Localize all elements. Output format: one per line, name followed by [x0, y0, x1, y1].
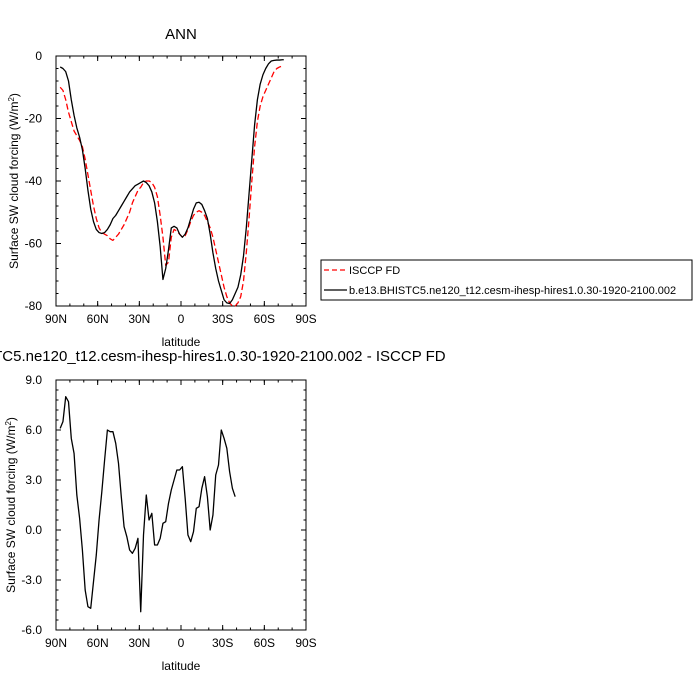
top-series-lines	[59, 59, 285, 307]
legend: ISCCP FD b.e13.BHISTC5.ne120_t12.cesm-ih…	[320, 259, 693, 301]
bottom-y-axis-label-tail: )	[4, 417, 18, 421]
top-x-tick-label: 30S	[212, 312, 233, 326]
bottom-y-tick-label: 0.0	[25, 523, 42, 537]
bottom-x-tick-label: 30S	[212, 636, 233, 650]
top-x-tick-label: 60S	[254, 312, 275, 326]
top-y-axis-label-sup: 2	[7, 97, 16, 102]
top-x-tick-label: 0	[178, 312, 185, 326]
bottom-x-axis-label: latitude	[162, 659, 201, 673]
bottom-y-tick-label: 3.0	[25, 473, 42, 487]
bottom-x-tick-label: 90S	[295, 636, 316, 650]
bottom-series-line-0	[59, 396, 236, 613]
bottom-y-tick-label: -6.0	[21, 623, 42, 637]
bottom-plot-frame	[55, 379, 307, 631]
top-plot-frame	[55, 55, 307, 307]
top-y-tick-label: -20	[25, 112, 43, 126]
bottom-x-tick-label: 60N	[87, 636, 109, 650]
legend-label-model: b.e13.BHISTC5.ne120_t12.cesm-ihesp-hires…	[349, 285, 676, 297]
top-y-tick-label: -60	[25, 237, 43, 251]
top-x-tick-label: 90N	[45, 312, 67, 326]
top-x-axis-label: latitude	[162, 335, 201, 349]
top-y-axis-label: Surface SW cloud forcing (W/m2)	[7, 93, 21, 269]
top-x-tick-label: 90S	[295, 312, 316, 326]
top-axis-ticks: 90N 60N 30N 0 30S 60S 90S 0 -20 -40 -60 -80	[25, 49, 317, 326]
top-series-line-0	[59, 64, 285, 307]
bottom-x-tick-label: 0	[178, 636, 185, 650]
legend-label-isccp: ISCCP FD	[349, 265, 400, 277]
bottom-y-axis-label-main: Surface SW cloud forcing (W/m	[4, 426, 18, 593]
legend-box	[320, 259, 693, 301]
bottom-series-lines	[59, 396, 236, 613]
bottom-y-tick-label: -3.0	[21, 573, 42, 587]
top-y-tick-label: -40	[25, 174, 43, 188]
bottom-x-tick-label: 90N	[45, 636, 67, 650]
top-x-tick-label: 60N	[87, 312, 109, 326]
top-series-line-1	[59, 59, 284, 305]
top-y-axis-label-tail: )	[7, 93, 21, 97]
top-x-tick-label: 30N	[128, 312, 150, 326]
top-y-tick-label: 0	[35, 49, 42, 63]
top-y-tick-label: -80	[25, 299, 43, 313]
bottom-chart-title: b.e13.BHISTC5.ne120_t12.cesm-ihesp-hires…	[0, 348, 446, 365]
top-chart-title: ANN	[165, 26, 197, 43]
bottom-y-axis-label-sup: 2	[4, 421, 13, 426]
bottom-y-axis-label: Surface SW cloud forcing (W/m2)	[4, 417, 18, 593]
bottom-axis-ticks: 90N 60N 30N 0 30S 60S 90S 9.0 6.0 3.0 0.0 -3.0 -6.0	[21, 373, 316, 650]
bottom-x-tick-label: 60S	[254, 636, 275, 650]
bottom-chart: b.e13.BHISTC5.ne120_t12.cesm-ihesp-hires…	[0, 348, 446, 673]
top-y-axis-label-main: Surface SW cloud forcing (W/m	[7, 102, 21, 269]
bottom-y-tick-label: 6.0	[25, 423, 42, 437]
bottom-x-tick-label: 30N	[128, 636, 150, 650]
bottom-y-tick-label: 9.0	[25, 373, 42, 387]
top-chart: ANN 90N 60N 30N 0 30S 60S 90S 0 -20 -40 -60 -80 lat…	[7, 26, 693, 349]
